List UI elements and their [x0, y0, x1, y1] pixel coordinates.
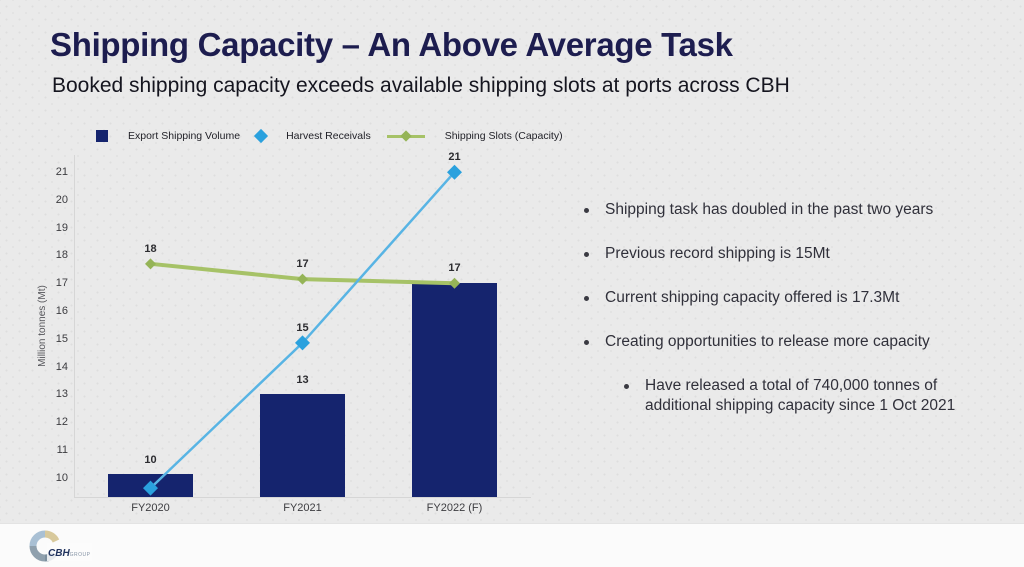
cbh-logo-text: CBHGROUP [47, 543, 92, 561]
bullet-dot-icon [624, 384, 629, 389]
sub-bullet-item: Have released a total of 740,000 tonnes … [624, 376, 1016, 416]
bullet-item: Previous record shipping is 15Mt [584, 244, 1016, 264]
data-label: 17 [296, 258, 309, 271]
bullet-text: Current shipping capacity offered is 17.… [605, 289, 900, 306]
bullet-dot-icon [584, 340, 589, 345]
bullet-item: Shipping task has doubled in the past tw… [584, 200, 1016, 220]
slide-subtitle: Booked shipping capacity exceeds availab… [52, 74, 790, 97]
data-label: 10 [144, 453, 157, 466]
y-tick-label: 13 [55, 388, 68, 401]
square-marker-icon [96, 130, 108, 142]
legend-label: Export Shipping Volume [128, 130, 241, 142]
bar-FY2022 (F) [412, 283, 497, 497]
bullet-dot-icon [584, 252, 589, 257]
bullet-list: Shipping task has doubled in the past tw… [584, 200, 1016, 440]
chart-legend: Export Shipping Volume Harvest Receivals S… [96, 128, 579, 144]
data-label: 21 [448, 151, 461, 164]
bullet-text: Shipping task has doubled in the past tw… [605, 201, 934, 218]
marker-diamond-icon [447, 164, 462, 180]
y-tick-label: 21 [55, 166, 68, 179]
bullet-text: Have released a total of 740,000 tonnes … [645, 377, 956, 414]
y-tick-label: 20 [55, 193, 68, 206]
slide-title: Shipping Capacity – An Above Average Tas… [50, 26, 733, 63]
y-tick-label: 14 [55, 360, 68, 373]
legend-item-export-shipping-volume: Export Shipping Volume [96, 130, 240, 142]
legend-label: Shipping Slots (Capacity) [444, 130, 563, 142]
legend-item-harvest-receivals: Harvest Receivals [254, 128, 371, 144]
y-axis-line [74, 155, 75, 497]
x-category-label: FY2022 (F) [426, 502, 483, 514]
data-label: 13 [296, 374, 309, 387]
x-category-label: FY2021 [283, 502, 322, 514]
bullet-text: Creating opportunities to release more c… [605, 333, 930, 350]
data-label: 17 [448, 262, 461, 275]
marker-diamond-icon [145, 258, 156, 270]
diamond-marker-icon [254, 128, 269, 144]
y-tick-label: 15 [55, 332, 68, 345]
y-tick-label: 16 [55, 305, 68, 317]
legend-label: Harvest Receivals [286, 130, 371, 142]
y-tick-label: 12 [55, 416, 68, 429]
y-tick-label: 17 [55, 277, 68, 290]
y-tick-label: 18 [55, 249, 68, 262]
footer-bar [0, 523, 1024, 567]
marker-diamond-icon [295, 335, 310, 351]
bar-FY2021 [260, 394, 345, 497]
bullet-item: Current shipping capacity offered is 17.… [584, 288, 1016, 308]
x-category-label: FY2020 [131, 502, 170, 514]
bar-FY2020 [108, 473, 193, 497]
bullet-dot-icon [584, 208, 589, 213]
bullet-item: Creating opportunities to release more c… [584, 332, 1016, 352]
y-tick-label: 10 [55, 471, 68, 484]
legend-item-shipping-slots-capacity-: Shipping Slots (Capacity) [386, 130, 563, 142]
marker-diamond-icon [297, 273, 308, 285]
data-label: 15 [296, 321, 309, 334]
data-label: 18 [144, 242, 157, 255]
y-tick-label: 19 [55, 221, 68, 234]
line-diamond-marker-icon [386, 130, 425, 142]
bullet-text: Previous record shipping is 15Mt [605, 245, 830, 262]
y-tick-label: 11 [56, 443, 68, 456]
bullet-dot-icon [584, 296, 589, 301]
x-axis-line [74, 497, 531, 498]
cbh-logo: CBHGROUP [26, 527, 116, 565]
